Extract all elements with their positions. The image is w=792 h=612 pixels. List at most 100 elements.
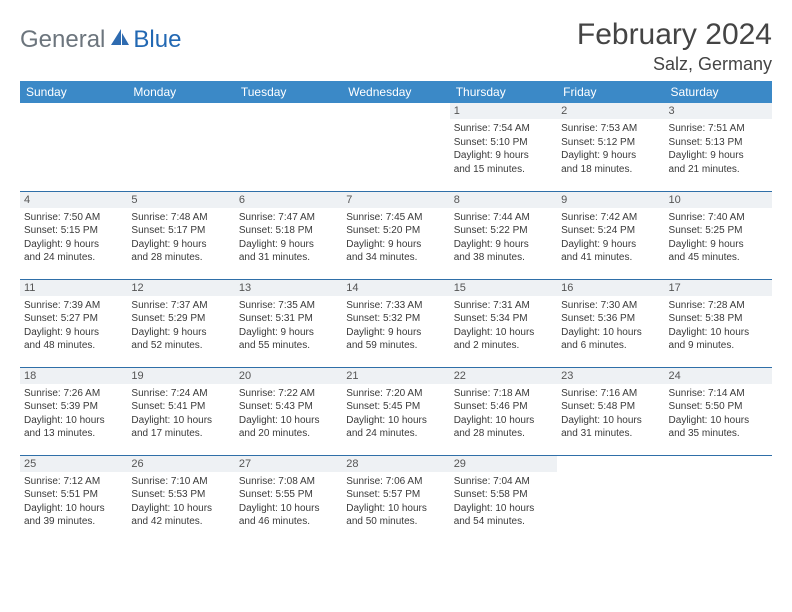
daylight-line: Daylight: 9 hours bbox=[561, 149, 660, 163]
sunset-line: Sunset: 5:29 PM bbox=[131, 312, 230, 326]
day-cell: 4Sunrise: 7:50 AMSunset: 5:15 PMDaylight… bbox=[20, 191, 127, 279]
sunset-line: Sunset: 5:32 PM bbox=[346, 312, 445, 326]
sunset-line: Sunset: 5:10 PM bbox=[454, 136, 553, 150]
daylight-line: and 17 minutes. bbox=[131, 427, 230, 441]
sunset-line: Sunset: 5:34 PM bbox=[454, 312, 553, 326]
day-cell: 2Sunrise: 7:53 AMSunset: 5:12 PMDaylight… bbox=[557, 103, 664, 191]
daylight-line: and 41 minutes. bbox=[561, 251, 660, 265]
daylight-line: and 50 minutes. bbox=[346, 515, 445, 529]
sunset-line: Sunset: 5:50 PM bbox=[669, 400, 768, 414]
col-tuesday: Tuesday bbox=[235, 81, 342, 103]
daylight-line: Daylight: 10 hours bbox=[454, 414, 553, 428]
daylight-line: and 45 minutes. bbox=[669, 251, 768, 265]
sunrise-line: Sunrise: 7:30 AM bbox=[561, 299, 660, 313]
day-number: 9 bbox=[557, 192, 664, 208]
daylight-line: Daylight: 9 hours bbox=[454, 149, 553, 163]
day-cell bbox=[342, 103, 449, 191]
daylight-line: Daylight: 10 hours bbox=[561, 326, 660, 340]
title-box: February 2024 Salz, Germany bbox=[577, 18, 772, 75]
sunrise-line: Sunrise: 7:44 AM bbox=[454, 211, 553, 225]
day-cell: 25Sunrise: 7:12 AMSunset: 5:51 PMDayligh… bbox=[20, 455, 127, 543]
daylight-line: and 38 minutes. bbox=[454, 251, 553, 265]
day-number: 21 bbox=[342, 368, 449, 384]
header: General Blue February 2024 Salz, Germany bbox=[20, 18, 772, 75]
sunrise-line: Sunrise: 7:48 AM bbox=[131, 211, 230, 225]
daylight-line: and 35 minutes. bbox=[669, 427, 768, 441]
sunset-line: Sunset: 5:17 PM bbox=[131, 224, 230, 238]
sunrise-line: Sunrise: 7:40 AM bbox=[669, 211, 768, 225]
sunrise-line: Sunrise: 7:33 AM bbox=[346, 299, 445, 313]
day-number: 24 bbox=[665, 368, 772, 384]
day-cell: 13Sunrise: 7:35 AMSunset: 5:31 PMDayligh… bbox=[235, 279, 342, 367]
daylight-line: Daylight: 9 hours bbox=[454, 238, 553, 252]
sunset-line: Sunset: 5:48 PM bbox=[561, 400, 660, 414]
day-cell: 28Sunrise: 7:06 AMSunset: 5:57 PMDayligh… bbox=[342, 455, 449, 543]
col-sunday: Sunday bbox=[20, 81, 127, 103]
day-number: 22 bbox=[450, 368, 557, 384]
daylight-line: and 34 minutes. bbox=[346, 251, 445, 265]
sunset-line: Sunset: 5:53 PM bbox=[131, 488, 230, 502]
sunrise-line: Sunrise: 7:08 AM bbox=[239, 475, 338, 489]
daylight-line: Daylight: 10 hours bbox=[346, 414, 445, 428]
day-number: 26 bbox=[127, 456, 234, 472]
day-number: 20 bbox=[235, 368, 342, 384]
day-number: 3 bbox=[665, 103, 772, 119]
calendar-page: General Blue February 2024 Salz, Germany… bbox=[0, 0, 792, 561]
sunset-line: Sunset: 5:39 PM bbox=[24, 400, 123, 414]
sunrise-line: Sunrise: 7:45 AM bbox=[346, 211, 445, 225]
day-number: 17 bbox=[665, 280, 772, 296]
day-cell: 26Sunrise: 7:10 AMSunset: 5:53 PMDayligh… bbox=[127, 455, 234, 543]
daylight-line: and 55 minutes. bbox=[239, 339, 338, 353]
day-cell: 11Sunrise: 7:39 AMSunset: 5:27 PMDayligh… bbox=[20, 279, 127, 367]
daylight-line: Daylight: 10 hours bbox=[239, 502, 338, 516]
daylight-line: and 28 minutes. bbox=[131, 251, 230, 265]
daylight-line: Daylight: 10 hours bbox=[239, 414, 338, 428]
daylight-line: and 31 minutes. bbox=[239, 251, 338, 265]
daylight-line: Daylight: 9 hours bbox=[346, 326, 445, 340]
daylight-line: Daylight: 10 hours bbox=[24, 414, 123, 428]
daylight-line: and 24 minutes. bbox=[346, 427, 445, 441]
sunset-line: Sunset: 5:18 PM bbox=[239, 224, 338, 238]
day-cell bbox=[20, 103, 127, 191]
day-number: 1 bbox=[450, 103, 557, 119]
col-monday: Monday bbox=[127, 81, 234, 103]
sunrise-line: Sunrise: 7:20 AM bbox=[346, 387, 445, 401]
day-number: 7 bbox=[342, 192, 449, 208]
calendar-body: 1Sunrise: 7:54 AMSunset: 5:10 PMDaylight… bbox=[20, 103, 772, 543]
day-number: 12 bbox=[127, 280, 234, 296]
day-cell: 24Sunrise: 7:14 AMSunset: 5:50 PMDayligh… bbox=[665, 367, 772, 455]
daylight-line: Daylight: 9 hours bbox=[669, 238, 768, 252]
daylight-line: and 31 minutes. bbox=[561, 427, 660, 441]
sunset-line: Sunset: 5:41 PM bbox=[131, 400, 230, 414]
daylight-line: and 28 minutes. bbox=[454, 427, 553, 441]
day-cell: 7Sunrise: 7:45 AMSunset: 5:20 PMDaylight… bbox=[342, 191, 449, 279]
day-cell bbox=[235, 103, 342, 191]
day-cell: 23Sunrise: 7:16 AMSunset: 5:48 PMDayligh… bbox=[557, 367, 664, 455]
day-number: 19 bbox=[127, 368, 234, 384]
week-row: 18Sunrise: 7:26 AMSunset: 5:39 PMDayligh… bbox=[20, 367, 772, 455]
sunset-line: Sunset: 5:55 PM bbox=[239, 488, 338, 502]
day-cell: 9Sunrise: 7:42 AMSunset: 5:24 PMDaylight… bbox=[557, 191, 664, 279]
day-number: 2 bbox=[557, 103, 664, 119]
daylight-line: Daylight: 10 hours bbox=[561, 414, 660, 428]
day-number: 4 bbox=[20, 192, 127, 208]
sunset-line: Sunset: 5:57 PM bbox=[346, 488, 445, 502]
daylight-line: and 15 minutes. bbox=[454, 163, 553, 177]
day-cell: 10Sunrise: 7:40 AMSunset: 5:25 PMDayligh… bbox=[665, 191, 772, 279]
day-cell: 21Sunrise: 7:20 AMSunset: 5:45 PMDayligh… bbox=[342, 367, 449, 455]
day-number: 28 bbox=[342, 456, 449, 472]
brand-general: General bbox=[20, 26, 105, 54]
col-wednesday: Wednesday bbox=[342, 81, 449, 103]
daylight-line: and 13 minutes. bbox=[24, 427, 123, 441]
daylight-line: and 52 minutes. bbox=[131, 339, 230, 353]
day-number: 25 bbox=[20, 456, 127, 472]
week-row: 11Sunrise: 7:39 AMSunset: 5:27 PMDayligh… bbox=[20, 279, 772, 367]
sunset-line: Sunset: 5:12 PM bbox=[561, 136, 660, 150]
day-cell: 27Sunrise: 7:08 AMSunset: 5:55 PMDayligh… bbox=[235, 455, 342, 543]
sunrise-line: Sunrise: 7:54 AM bbox=[454, 122, 553, 136]
sunrise-line: Sunrise: 7:37 AM bbox=[131, 299, 230, 313]
daylight-line: Daylight: 10 hours bbox=[346, 502, 445, 516]
sunrise-line: Sunrise: 7:14 AM bbox=[669, 387, 768, 401]
daylight-line: and 18 minutes. bbox=[561, 163, 660, 177]
sunrise-line: Sunrise: 7:42 AM bbox=[561, 211, 660, 225]
